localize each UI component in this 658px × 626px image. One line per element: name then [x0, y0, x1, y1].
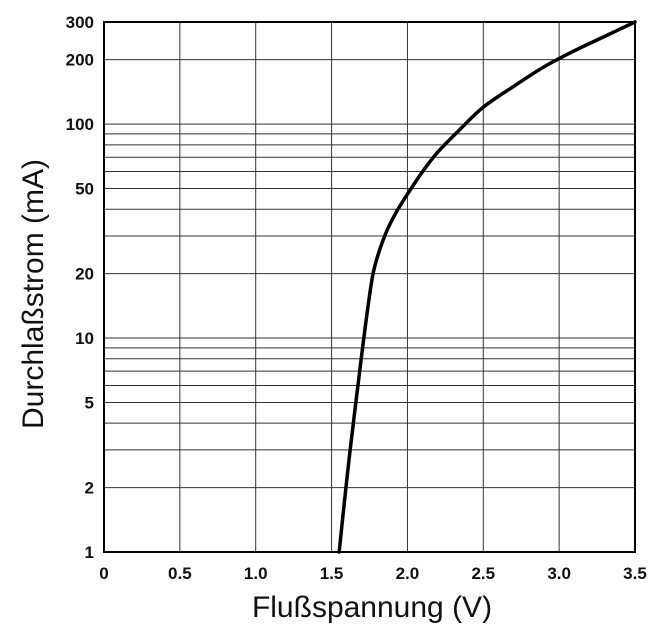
- series-line: [337, 20, 637, 554]
- x-tick-label: 1.0: [244, 564, 268, 583]
- grid: [103, 21, 636, 553]
- y-tick-label: 2: [85, 479, 94, 498]
- x-tick-label: 3.0: [547, 564, 571, 583]
- curve-layer: [337, 20, 637, 554]
- x-axis-title: Flußspannung (V): [252, 591, 492, 624]
- y-tick-label: 100: [66, 115, 94, 134]
- y-tick-label: 5: [85, 393, 94, 412]
- plot-frame: [103, 21, 636, 553]
- y-tick-label: 200: [66, 51, 94, 70]
- x-tick-label: 2.0: [396, 564, 420, 583]
- x-tick-label: 3.5: [623, 564, 647, 583]
- y-tick-label: 10: [75, 329, 94, 348]
- x-tick-label: 0.5: [168, 564, 192, 583]
- y-axis-title: Durchlaßstrom (mA): [17, 159, 50, 429]
- x-tick-label: 2.5: [471, 564, 495, 583]
- tick-labels: 1 2 5 10 20 50 100 200 300 0 0.5 1.0 1.5 2.0 2.5 3.0 3.5: [66, 13, 647, 583]
- x-tick-label: 1.5: [320, 564, 344, 583]
- y-tick-label: 300: [66, 13, 94, 32]
- y-tick-label: 20: [75, 265, 94, 284]
- x-tick-label: 0: [99, 564, 108, 583]
- y-tick-label: 1: [85, 543, 94, 562]
- y-tick-label: 50: [75, 179, 94, 198]
